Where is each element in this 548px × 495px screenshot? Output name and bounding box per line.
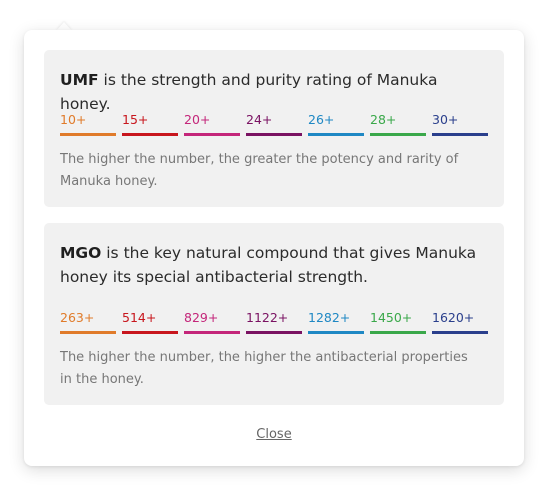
umf-scale-item: 24+ bbox=[246, 112, 302, 136]
umf-scale-item: 26+ bbox=[308, 112, 364, 136]
mgo-scale-label: 1282+ bbox=[308, 310, 351, 325]
umf-scale-bar bbox=[246, 133, 302, 136]
umf-description: The higher the number, the greater the p… bbox=[60, 152, 459, 189]
mgo-scale-item: 1282+ bbox=[308, 310, 364, 334]
umf-scale-item: 20+ bbox=[184, 112, 240, 136]
info-popover: UMF is the strength and purity rating of… bbox=[24, 30, 524, 466]
umf-scale-bar bbox=[432, 133, 488, 136]
mgo-scale-bar bbox=[184, 331, 240, 334]
umf-scale-bar bbox=[184, 133, 240, 136]
umf-scale-label: 15+ bbox=[122, 112, 149, 127]
umf-scale-label: 10+ bbox=[60, 112, 87, 127]
umf-scale-bar bbox=[370, 133, 426, 136]
mgo-scale-bar bbox=[432, 331, 488, 334]
mgo-card: MGO is the key natural compound that giv… bbox=[44, 223, 504, 405]
mgo-scale: 263+ 514+ 829+ 1122+ 1282+ 1450+ 1620+ bbox=[60, 310, 488, 334]
mgo-heading: MGO is the key natural compound that giv… bbox=[60, 241, 490, 289]
mgo-scale-bar bbox=[370, 331, 426, 334]
umf-scale-item: 30+ bbox=[432, 112, 488, 136]
close-button[interactable]: Close bbox=[256, 427, 292, 442]
mgo-scale-item: 514+ bbox=[122, 310, 178, 334]
umf-scale-item: 10+ bbox=[60, 112, 116, 136]
umf-scale-label: 20+ bbox=[184, 112, 211, 127]
umf-scale-bar bbox=[60, 133, 116, 136]
umf-scale-label: 30+ bbox=[432, 112, 459, 127]
umf-scale-item: 28+ bbox=[370, 112, 426, 136]
mgo-scale-label: 514+ bbox=[122, 310, 157, 325]
mgo-scale-bar bbox=[60, 331, 116, 334]
umf-scale-item: 15+ bbox=[122, 112, 178, 136]
mgo-scale-bar bbox=[122, 331, 178, 334]
mgo-scale-label: 263+ bbox=[60, 310, 95, 325]
umf-heading: UMF is the strength and purity rating of… bbox=[60, 68, 490, 116]
mgo-scale-bar bbox=[308, 331, 364, 334]
mgo-scale-item: 263+ bbox=[60, 310, 116, 334]
mgo-scale-label: 1620+ bbox=[432, 310, 475, 325]
umf-term: UMF bbox=[60, 71, 99, 89]
umf-scale-label: 28+ bbox=[370, 112, 397, 127]
umf-scale: 10+ 15+ 20+ 24+ 26+ 28+ 30+ bbox=[60, 112, 488, 136]
mgo-scale-item: 1122+ bbox=[246, 310, 302, 334]
mgo-scale-item: 1450+ bbox=[370, 310, 426, 334]
umf-scale-bar bbox=[308, 133, 364, 136]
mgo-scale-item: 829+ bbox=[184, 310, 240, 334]
umf-scale-bar bbox=[122, 133, 178, 136]
mgo-scale-label: 1450+ bbox=[370, 310, 413, 325]
mgo-scale-label: 1122+ bbox=[246, 310, 289, 325]
mgo-heading-text: is the key natural compound that gives M… bbox=[60, 244, 477, 286]
popover-caret bbox=[56, 22, 72, 31]
mgo-scale-label: 829+ bbox=[184, 310, 219, 325]
mgo-scale-item: 1620+ bbox=[432, 310, 488, 334]
mgo-description: The higher the number, the higher the an… bbox=[60, 350, 468, 387]
umf-scale-label: 24+ bbox=[246, 112, 273, 127]
umf-scale-label: 26+ bbox=[308, 112, 335, 127]
mgo-scale-bar bbox=[246, 331, 302, 334]
umf-card: UMF is the strength and purity rating of… bbox=[44, 50, 504, 207]
umf-heading-text: is the strength and purity rating of Man… bbox=[60, 71, 438, 113]
mgo-term: MGO bbox=[60, 244, 102, 262]
